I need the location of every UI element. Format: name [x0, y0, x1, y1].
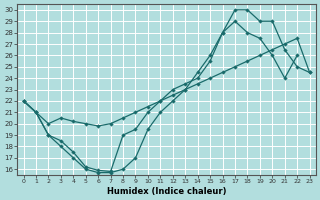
X-axis label: Humidex (Indice chaleur): Humidex (Indice chaleur) — [107, 187, 226, 196]
